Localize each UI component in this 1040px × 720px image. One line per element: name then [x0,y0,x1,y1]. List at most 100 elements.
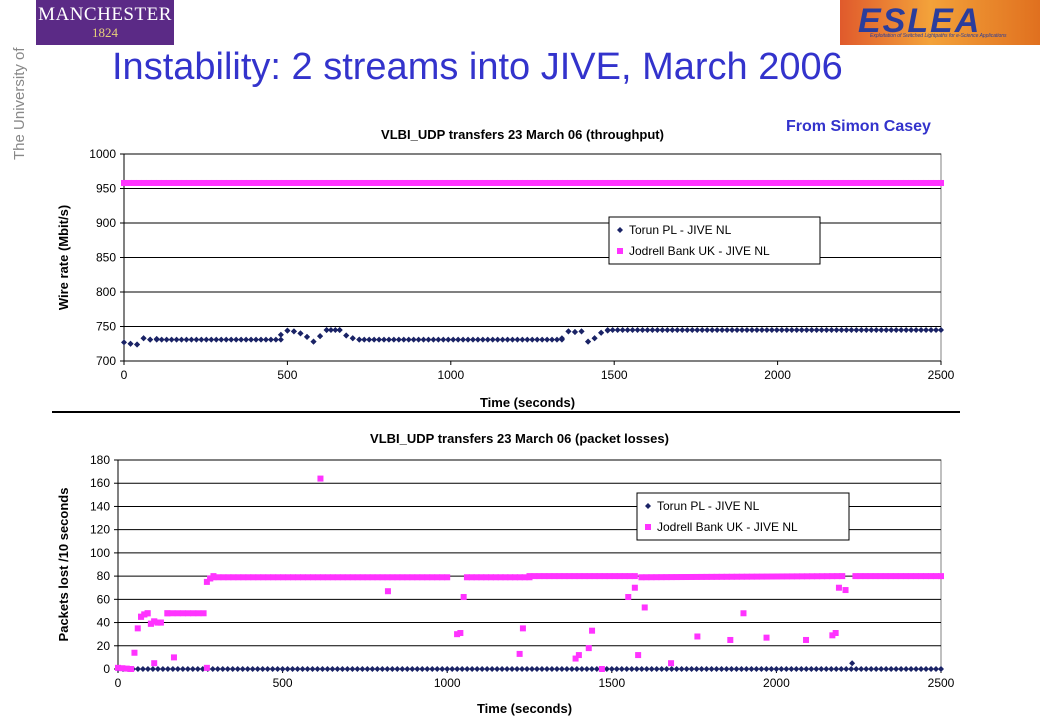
data-point [457,630,464,637]
data-point [673,574,680,581]
data-point [778,573,785,580]
data-point [369,574,376,581]
data-point [818,326,825,333]
data-point [319,666,326,672]
data-point [419,666,426,672]
data-point [295,574,302,581]
data-point [898,326,905,333]
data-point [203,664,210,671]
data-point [356,179,363,186]
data-point [239,666,246,672]
data-point [658,666,665,672]
data-point [561,573,568,580]
data-point [314,574,321,581]
data-point [549,336,556,343]
data-point [848,666,855,672]
data-point [371,179,378,186]
data-point [260,574,267,581]
data-point [174,610,181,617]
data-point [803,326,810,333]
data-point [902,179,909,186]
data-point [913,326,920,333]
data-point [529,336,536,343]
data-point [729,326,736,333]
data-point [723,573,730,580]
data-point [396,179,403,186]
y-axis-label: Packets lost /10 seconds [56,488,71,642]
data-point [688,573,695,580]
data-point [892,179,899,186]
data-point [606,573,613,580]
series-torun [121,326,944,348]
data-point [708,573,715,580]
data-point [411,179,418,186]
data-point [424,666,431,672]
data-point [567,179,574,186]
data-point [938,326,944,333]
data-point [668,574,675,581]
x-tick-label: 500 [273,676,293,690]
data-point [519,666,526,672]
data-point [272,336,279,343]
data-point [682,179,689,186]
data-point [812,179,819,186]
data-point [576,573,583,580]
data-point [787,179,794,186]
data-point [598,666,605,672]
university-side-wordmark: The University of Manchester [11,44,28,160]
data-point [743,573,750,580]
data-point [176,179,183,186]
data-point [532,179,539,186]
eslea-logo: ESLEA Exploitation of Switched Lightpath… [840,0,1040,45]
data-point [354,666,361,672]
data-point [509,336,516,343]
data-point [753,666,760,672]
data-point [434,666,441,672]
data-point [897,179,904,186]
chart-1: 700 750 800 850 900 950 1000 0 500 1000 1500 2000 25… [56,127,955,410]
data-point [244,666,251,672]
data-point [220,574,227,581]
data-point [464,666,471,672]
data-point [471,179,478,186]
data-point [585,338,592,345]
data-point [346,179,353,186]
data-point [833,666,840,672]
data-point [486,179,493,186]
data-point [521,574,528,581]
data-point [361,336,368,343]
data-point [684,326,691,333]
data-point [752,179,759,186]
data-point [331,179,338,186]
data-point [693,573,700,580]
data-point [572,655,579,662]
data-point [474,666,481,672]
data-point [694,633,701,640]
data-point [803,636,810,643]
data-point [134,625,141,632]
data-point [742,179,749,186]
data-point [332,326,339,333]
data-point [853,326,860,333]
data-point [591,573,598,580]
data-point [927,573,934,580]
data-point [834,573,841,580]
data-point [214,666,221,672]
data-point [509,666,516,672]
data-point [501,179,508,186]
data-point [887,179,894,186]
data-point [541,573,548,580]
data-point [794,573,801,580]
x-tick-label: 2500 [928,368,955,382]
data-point [868,666,875,672]
data-point [654,326,661,333]
data-point [215,574,222,581]
data-point [460,336,467,343]
data-point [521,179,528,186]
data-point [783,666,790,672]
data-point [218,336,225,343]
data-point [430,336,437,343]
data-point [913,666,920,672]
data-point [504,666,511,672]
data-point [170,654,177,661]
